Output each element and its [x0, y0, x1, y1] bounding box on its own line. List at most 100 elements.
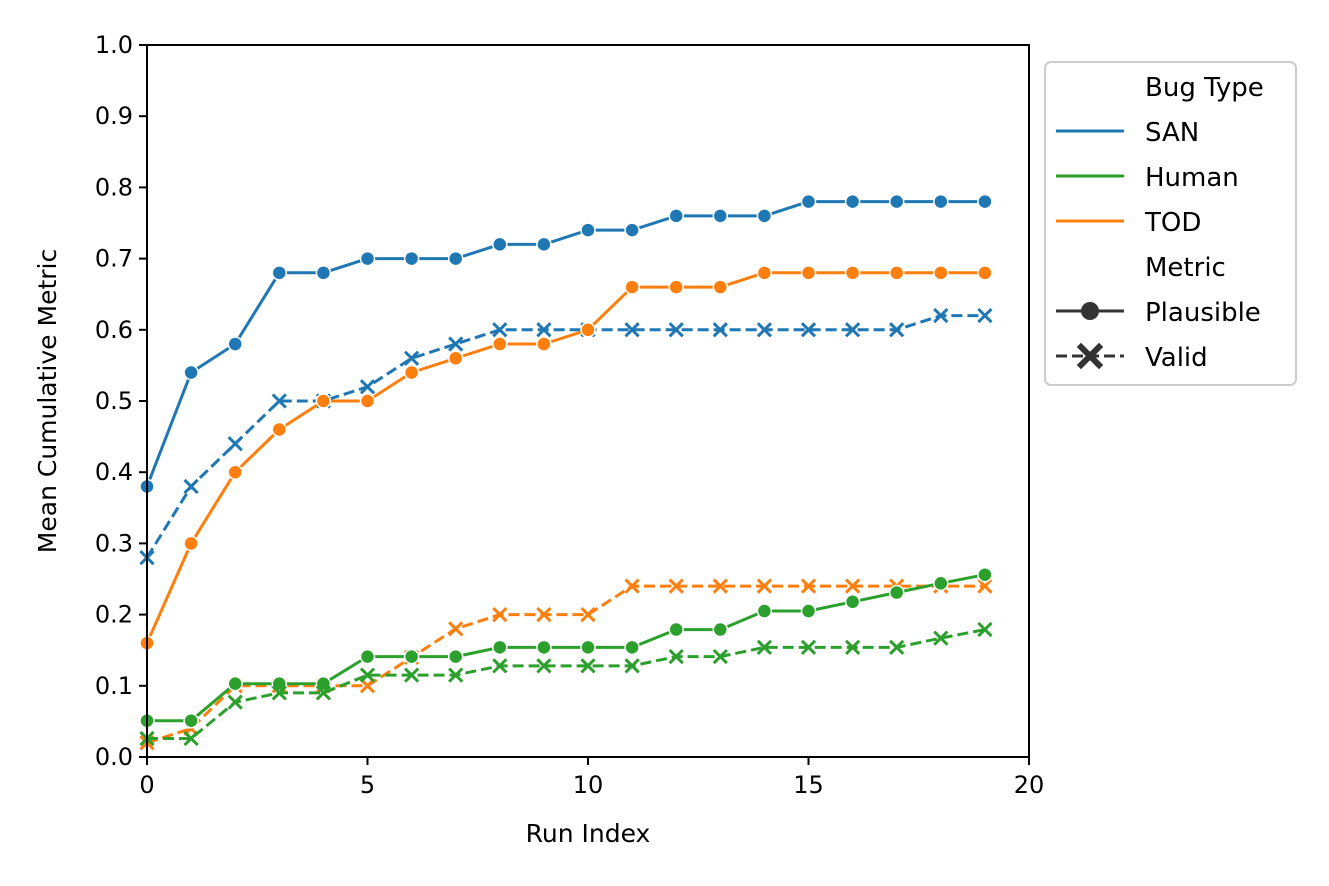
y-axis-label: Mean Cumulative Metric: [33, 249, 62, 553]
point-human-valid: [844, 639, 861, 655]
x-tick-label: 0: [139, 771, 154, 799]
point-tod-plausible: [668, 279, 684, 295]
point-human-plausible: [624, 639, 640, 656]
point-san-plausible: [447, 250, 464, 267]
point-human-plausible: [315, 675, 332, 692]
point-san-valid: [448, 336, 464, 352]
point-tod-valid: [756, 578, 773, 594]
series-line-tod-valid: [146, 584, 985, 745]
y-tick-label: 0.1: [95, 672, 133, 700]
point-san-valid: [756, 322, 773, 338]
y-tick-label: 0.9: [95, 102, 133, 130]
x-tick-label: 15: [793, 771, 824, 799]
y-tick-label: 0.4: [95, 458, 133, 486]
y-tick-label: 0.8: [95, 173, 133, 201]
point-tod-plausible: [403, 364, 420, 381]
point-tod-valid: [448, 621, 464, 637]
point-tod-valid: [580, 606, 596, 623]
point-san-valid: [624, 322, 640, 338]
y-tick-label: 0.7: [95, 245, 133, 273]
point-tod-plausible: [888, 265, 905, 281]
y-tick-label: 0.5: [95, 387, 133, 415]
y-axis: 0.0 0.1 0.2 0.3 0.4 0.5 0.6 0.7 0.8 0.9 1.0: [95, 31, 147, 771]
point-san-valid: [403, 350, 420, 366]
legend-title-metric: Metric: [1145, 253, 1226, 283]
point-human-valid: [271, 685, 287, 701]
point-human-plausible: [183, 712, 199, 729]
point-san-valid: [712, 322, 728, 338]
point-human-valid: [712, 648, 728, 665]
legend-title-bug-type: Bug Type: [1145, 73, 1264, 103]
point-tod-plausible: [315, 393, 332, 409]
point-human-plausible: [668, 621, 684, 638]
legend-marker-plausible: [1081, 302, 1099, 320]
point-human-valid: [977, 621, 993, 638]
point-tod-plausible: [977, 265, 993, 281]
x-axis: 0 5 10 15 20: [139, 757, 1044, 799]
point-human-valid: [800, 639, 817, 655]
point-human-valid: [624, 658, 640, 674]
point-san-plausible: [403, 250, 420, 267]
point-san-plausible: [712, 208, 729, 224]
point-san-valid: [271, 393, 287, 409]
point-san-valid: [977, 307, 993, 324]
point-human-plausible: [888, 584, 905, 601]
point-san-plausible: [227, 336, 243, 352]
point-san-plausible: [359, 250, 376, 267]
point-san-plausible: [933, 193, 949, 210]
point-human-valid: [359, 667, 376, 683]
point-tod-valid: [844, 578, 861, 594]
point-human-plausible: [580, 639, 596, 656]
point-human-valid: [668, 648, 684, 665]
series-tod-plausible: [139, 265, 993, 651]
point-tod-valid: [977, 578, 993, 594]
series-san-valid: [139, 307, 993, 566]
point-san-valid: [536, 322, 552, 338]
point-san-valid: [889, 322, 905, 338]
point-tod-plausible: [933, 265, 949, 281]
point-san-plausible: [271, 265, 288, 281]
point-san-plausible: [977, 193, 993, 210]
point-san-plausible: [536, 236, 552, 253]
point-tod-plausible: [359, 393, 376, 409]
point-tod-plausible: [227, 464, 243, 480]
point-tod-plausible: [580, 322, 596, 338]
point-san-plausible: [492, 236, 508, 253]
point-human-valid: [183, 730, 199, 747]
point-human-plausible: [492, 639, 508, 656]
point-human-valid: [448, 667, 464, 683]
series-line-san-plausible: [145, 200, 985, 487]
point-san-valid: [668, 322, 684, 338]
point-human-valid: [889, 639, 905, 655]
series-line-san-valid: [145, 314, 985, 559]
x-tick-label: 10: [573, 771, 604, 799]
point-human-valid: [756, 639, 773, 655]
point-san-plausible: [183, 364, 199, 381]
point-human-plausible: [227, 675, 243, 692]
point-human-valid: [933, 630, 949, 646]
point-human-valid: [403, 667, 420, 683]
series-layer: [139, 193, 993, 751]
legend-box: [1044, 61, 1297, 386]
point-human-plausible: [933, 575, 949, 592]
point-san-valid: [933, 307, 949, 324]
legend-label-valid: Valid: [1145, 343, 1208, 373]
x-axis-label: Run Index: [526, 819, 651, 848]
series-human-valid: [139, 621, 993, 747]
point-san-plausible: [800, 193, 817, 210]
point-tod-plausible: [712, 279, 729, 295]
point-tod-valid: [492, 606, 508, 623]
point-human-plausible: [756, 603, 773, 619]
point-human-valid: [536, 658, 552, 674]
point-human-plausible: [403, 648, 420, 665]
point-human-plausible: [447, 648, 464, 665]
series-line-human-valid: [147, 628, 986, 740]
point-tod-plausible: [447, 350, 464, 367]
legend-label-plausible: Plausible: [1145, 298, 1261, 328]
point-tod-plausible: [271, 421, 288, 438]
point-tod-plausible: [756, 265, 773, 281]
point-tod-plausible: [624, 279, 640, 295]
legend-label-human: Human: [1145, 163, 1239, 193]
legend-label-san: SAN: [1145, 118, 1199, 148]
